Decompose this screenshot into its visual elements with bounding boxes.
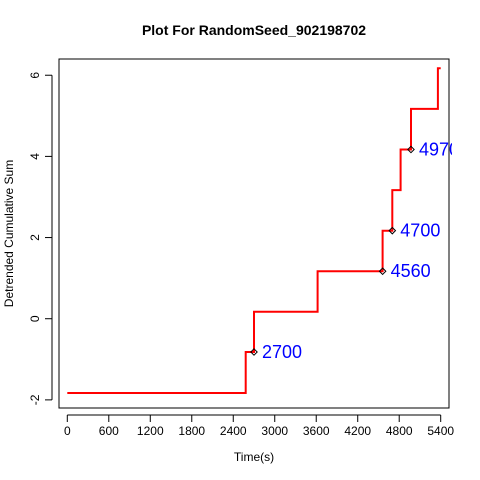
change-point-marker bbox=[407, 145, 415, 154]
change-point-marker bbox=[378, 267, 387, 276]
x-axis-label: Time(s) bbox=[234, 450, 274, 464]
chart-title: Plot For RandomSeed_902198702 bbox=[142, 22, 366, 38]
x-tick-label: 3000 bbox=[261, 424, 288, 438]
x-axis: 0 600 1200 1800 2400 3000 3600 4200 4800 5400 bbox=[64, 414, 454, 438]
y-tick-label: 6 bbox=[28, 72, 42, 79]
y-tick-label: -2 bbox=[28, 394, 42, 405]
change-point-label: 2700 bbox=[262, 342, 302, 362]
x-tick-label: 2400 bbox=[220, 424, 247, 438]
y-axis: -2 0 2 4 6 bbox=[28, 72, 53, 405]
y-tick-label: 4 bbox=[28, 153, 42, 160]
x-tick-label: 4800 bbox=[386, 424, 413, 438]
change-point-label: 4970 bbox=[419, 139, 459, 159]
y-tick-label: 2 bbox=[28, 234, 42, 241]
x-tick-label: 5400 bbox=[427, 424, 454, 438]
change-point-label: 4700 bbox=[400, 221, 440, 241]
x-tick-label: 1200 bbox=[137, 424, 164, 438]
change-point-marker bbox=[250, 348, 258, 356]
annotation-layer: 2700 4560 4700 4970 bbox=[262, 139, 459, 362]
x-tick-label: 0 bbox=[64, 424, 71, 438]
marker-layer bbox=[250, 145, 415, 356]
change-point-marker bbox=[388, 226, 397, 235]
series-layer bbox=[67, 67, 441, 394]
x-tick-label: 4200 bbox=[344, 424, 371, 438]
series-line bbox=[67, 67, 441, 394]
y-axis-label: Detrended Cumulative Sum bbox=[2, 160, 16, 307]
change-point-label: 4560 bbox=[391, 261, 431, 281]
x-tick-label: 3600 bbox=[303, 424, 330, 438]
x-tick-label: 600 bbox=[99, 424, 119, 438]
x-tick-label: 1800 bbox=[178, 424, 205, 438]
plot-frame bbox=[58, 58, 450, 409]
y-tick-label: 0 bbox=[28, 315, 42, 322]
